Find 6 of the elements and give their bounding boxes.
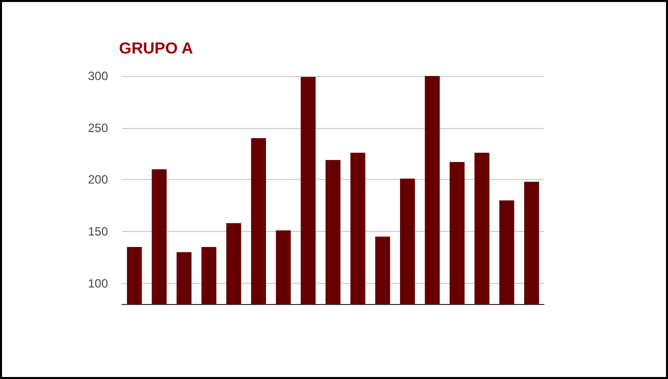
- y-tick-label: 250: [88, 120, 108, 135]
- y-tick-label: 300: [88, 69, 108, 83]
- chart-title: GRUPO A: [119, 40, 194, 58]
- y-tick-label: 150: [88, 224, 108, 238]
- y-tick-label: 200: [88, 172, 108, 187]
- y-tick-label: 100: [88, 276, 108, 290]
